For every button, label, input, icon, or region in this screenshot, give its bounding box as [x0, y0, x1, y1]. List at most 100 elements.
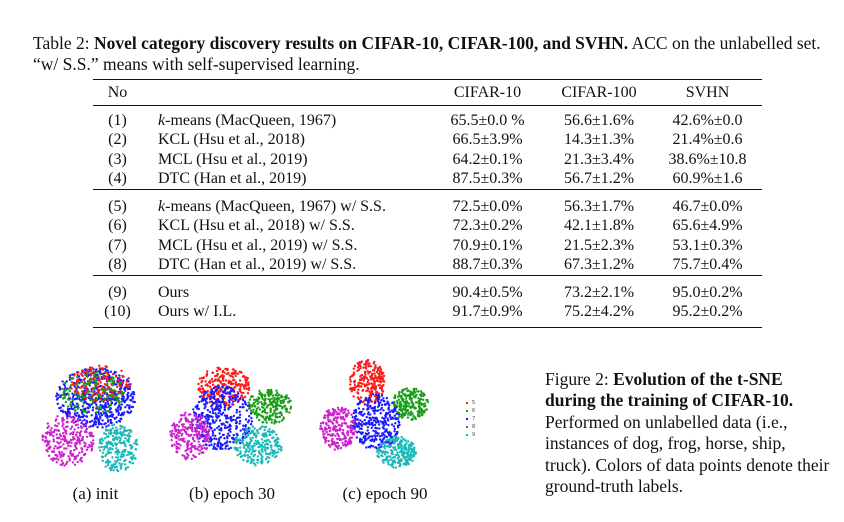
figure-label: Figure 2: — [545, 369, 609, 389]
legend-marker — [466, 417, 468, 420]
cifar10-value: 72.3±0.2% — [452, 217, 523, 235]
svhn-value: 95.2±0.2% — [672, 303, 743, 321]
method-label: DTC (Han et al., 2019) — [158, 170, 307, 188]
cluster-points — [319, 406, 357, 451]
cifar10-value: 65.5±0.0 % — [450, 111, 525, 129]
method-label: MCL (Hsu et al., 2019) w/ S.S. — [158, 236, 358, 254]
table-header-row: No CIFAR-10 CIFAR-100 SVHN — [93, 79, 762, 106]
subfigure-label-init: (a) init — [72, 484, 119, 503]
cifar10-value: 66.5±3.9% — [452, 131, 523, 149]
table-row: (7) MCL (Hsu et al., 2019) w/ S.S. 70.9±0.… — [93, 236, 762, 256]
cluster-points — [61, 370, 126, 414]
method-name: k-means (MacQueen, 1967) — [142, 111, 430, 131]
cifar100-value: 73.2±2.1% — [563, 283, 635, 301]
method-name: KCL (Hsu et al., 2018) w/ S.S. — [142, 217, 430, 237]
legend-label: 5 — [472, 400, 476, 406]
row-number: (7) — [108, 236, 127, 254]
legend-entry: 8 — [466, 423, 500, 431]
table-caption: Table 2: Novel category discovery result… — [33, 33, 823, 75]
legend-entry: 5 — [466, 399, 500, 407]
svhn-value: 53.1±0.3% — [672, 236, 743, 254]
legend-label: 6 — [472, 408, 476, 414]
legend-marker — [466, 401, 468, 404]
method-k-symbol: k — [158, 197, 166, 215]
method-label: DTC (Han et al., 2019) w/ S.S. — [158, 256, 357, 274]
row-number: (2) — [108, 131, 127, 149]
legend-label: 8 — [472, 424, 476, 430]
svhn-value: 95.0±0.2% — [672, 283, 743, 301]
method-name: MCL (Hsu et al., 2019) w/ S.S. — [142, 236, 430, 256]
cluster-points — [390, 387, 429, 421]
subfigure-label-epoch30: (b) epoch 30 — [189, 484, 275, 503]
cifar100-value: 21.5±2.3% — [563, 236, 635, 254]
cifar10-value: 64.2±0.1% — [452, 150, 523, 168]
cluster-points — [41, 413, 95, 467]
svhn-value: 38.6%±10.8 — [668, 150, 747, 168]
table-row: (8) DTC (Han et al., 2019) w/ S.S. 88.7±0.… — [93, 256, 762, 276]
cifar10-value: 72.5±0.0% — [452, 197, 523, 215]
method-k-symbol: k — [158, 111, 166, 129]
svhn-value: 75.7±0.4% — [672, 256, 743, 274]
cifar10-value: 88.7±0.3% — [452, 256, 523, 274]
cifar10-value: 90.4±0.5% — [452, 283, 523, 301]
cifar10-value: 70.9±0.1% — [452, 236, 523, 254]
cluster-points — [247, 388, 293, 425]
method-label: MCL (Hsu et al., 2019) — [158, 150, 308, 168]
table-row: (1) k-means (MacQueen, 1967) 65.5±0.0 % 56.… — [93, 111, 762, 131]
method-label: Ours w/ I.L. — [158, 303, 237, 321]
cifar100-value: 21.3±3.4% — [563, 150, 635, 168]
row-number: (1) — [108, 111, 127, 129]
svhn-value: 42.6%±0.0 — [672, 111, 743, 129]
svhn-value: 21.4%±0.6 — [672, 131, 743, 149]
table-row: (6) KCL (Hsu et al., 2018) w/ S.S. 72.3±0.… — [93, 217, 762, 237]
header-cifar100: CIFAR-100 — [561, 83, 637, 101]
tsne-epoch90-plot — [319, 358, 429, 469]
table-title: Novel category discovery results on CIFA… — [93, 33, 629, 53]
cifar100-value: 56.6±1.6% — [563, 111, 635, 129]
results-table: No CIFAR-10 CIFAR-100 SVHN (1) k-means (M… — [93, 79, 762, 328]
method-label: KCL (Hsu et al., 2018) — [158, 131, 305, 149]
table-caption-text: ACC on the unlabelled set. “w/ S.S.” mea… — [33, 33, 821, 74]
cluster-points — [375, 435, 418, 469]
tsne-epoch30-plot — [169, 366, 293, 467]
method-label: -means (MacQueen, 1967) w/ S.S. — [165, 197, 386, 215]
figure-title: Evolution of the t-SNE during the traini… — [545, 369, 794, 411]
cifar100-value: 56.7±1.2% — [563, 170, 635, 188]
tsne-init-plot — [41, 364, 139, 473]
table-row: (9) Ours 90.4±0.5% 73.2±2.1% 95.0±0.2% — [93, 283, 762, 303]
legend-marker — [466, 409, 468, 412]
legend-marker — [466, 425, 468, 428]
method-name: DTC (Han et al., 2019) w/ S.S. — [142, 256, 430, 276]
cluster-points — [233, 425, 283, 467]
table-row: (10) Ours w/ I.L. 91.7±0.9% 75.2±4.2% 95.2±0… — [93, 303, 762, 323]
cifar100-value: 56.3±1.7% — [563, 197, 635, 215]
method-name: KCL (Hsu et al., 2018) — [142, 131, 430, 151]
method-label: KCL (Hsu et al., 2018) w/ S.S. — [158, 217, 355, 235]
table-label: Table 2: — [33, 33, 90, 53]
cifar100-value: 42.1±1.8% — [563, 217, 635, 235]
method-name: k-means (MacQueen, 1967) w/ S.S. — [142, 197, 430, 217]
cluster-points — [98, 423, 139, 473]
figure-caption: Figure 2: Evolution of the t-SNE during … — [545, 369, 835, 497]
group-separator — [93, 275, 762, 284]
svhn-value: 65.6±4.9% — [672, 217, 743, 235]
method-name: Ours — [142, 283, 430, 303]
row-number: (9) — [108, 283, 127, 301]
group-separator — [93, 189, 762, 198]
header-svhn: SVHN — [685, 83, 730, 101]
method-name: Ours w/ I.L. — [142, 303, 430, 323]
legend-label: 9 — [472, 432, 476, 438]
cluster-points — [169, 411, 211, 461]
method-label: Ours — [158, 283, 190, 301]
legend-label: 7 — [472, 416, 476, 422]
row-number: (3) — [108, 150, 127, 168]
table-body: (1) k-means (MacQueen, 1967) 65.5±0.0 % 56.… — [93, 105, 762, 328]
tsne-legend: 5 6 7 8 9 — [466, 399, 500, 451]
table-row: (4) DTC (Han et al., 2019) 87.5±0.3% 56.7±1… — [93, 170, 762, 190]
row-number: (10) — [104, 303, 131, 321]
method-name: MCL (Hsu et al., 2019) — [142, 150, 430, 170]
header-cifar10: CIFAR-10 — [453, 83, 522, 101]
subfigure-label-epoch90: (c) epoch 90 — [342, 484, 428, 503]
method-name: DTC (Han et al., 2019) — [142, 170, 430, 190]
svhn-value: 46.7±0.0% — [672, 197, 743, 215]
